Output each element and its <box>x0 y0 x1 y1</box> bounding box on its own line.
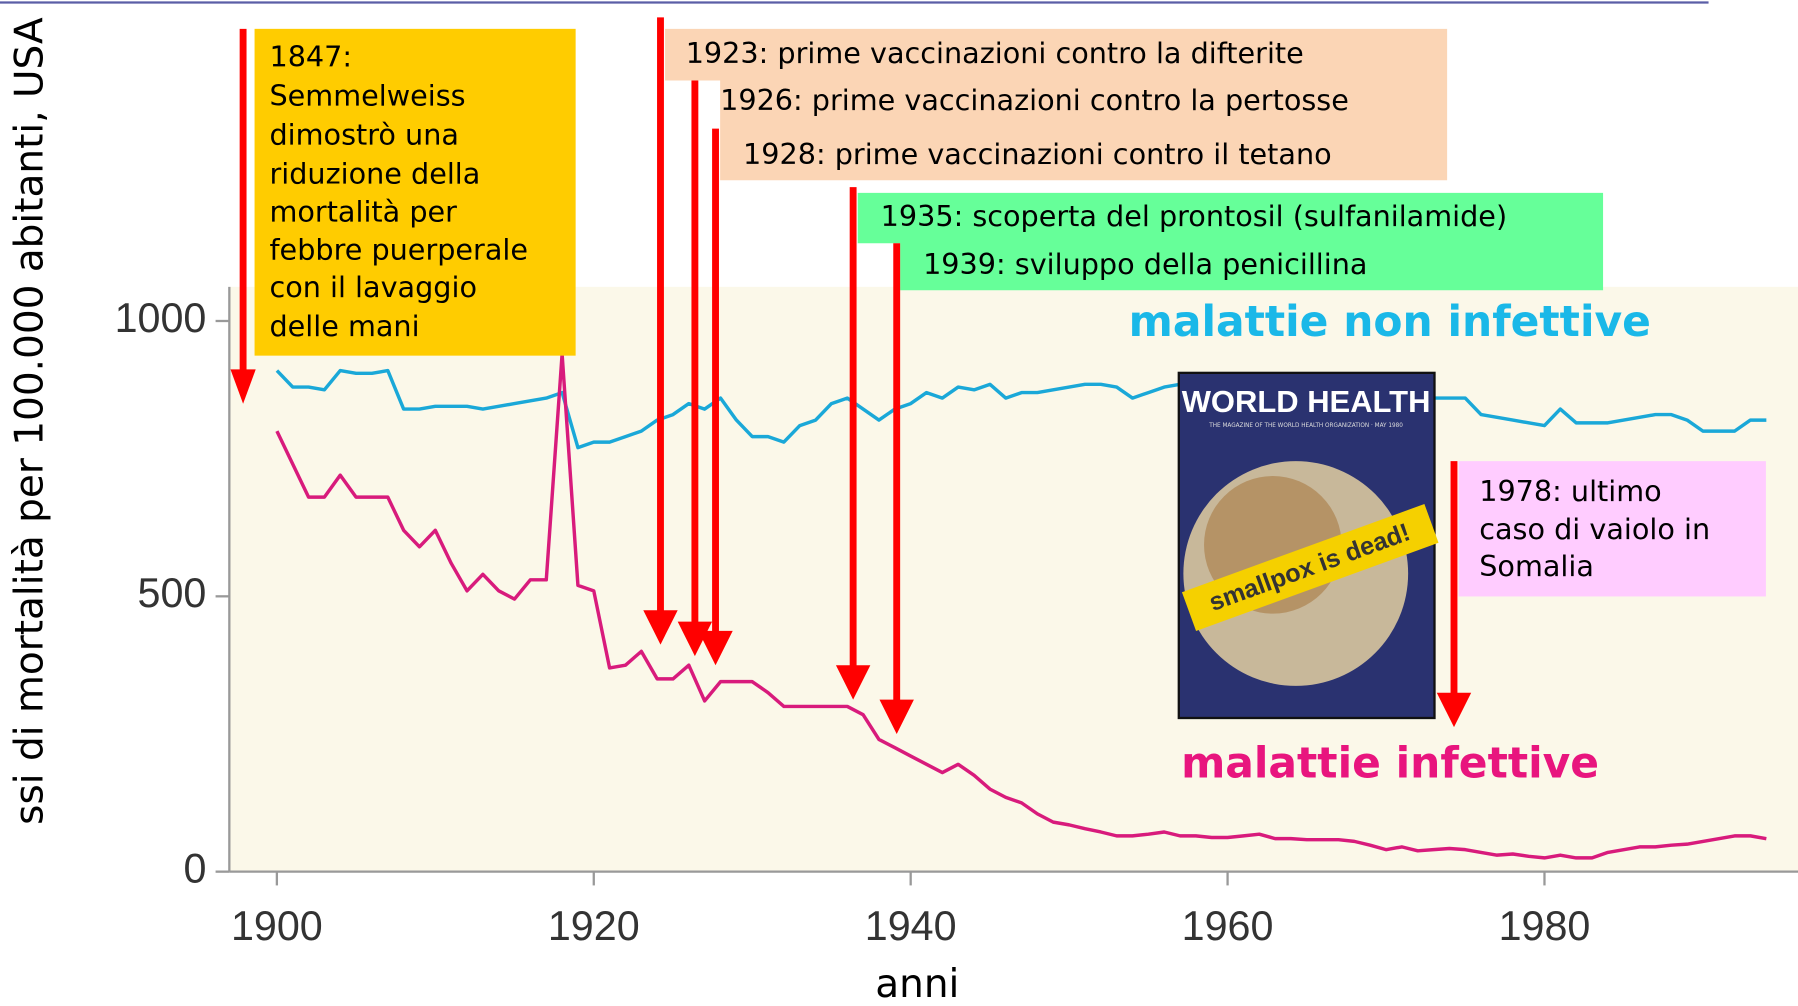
x-axis-label: anni <box>875 962 959 1006</box>
arrow-head <box>230 369 256 404</box>
annotation-box <box>254 28 576 356</box>
y-axis-label: ssi di mortalità per 100.000 abitanti, U… <box>8 17 53 825</box>
cover-title: WORLD HEALTH <box>1182 384 1431 419</box>
annotation-box <box>857 192 1604 291</box>
arrows <box>230 17 1472 735</box>
annotation-text: mortalità per <box>269 194 457 228</box>
annotation-text: 1935: scoperta del prontosil (sulfanilam… <box>881 199 1507 233</box>
y-tick-label: 1000 <box>115 295 207 341</box>
arrow-head <box>677 621 713 657</box>
x-tick-label: 1980 <box>1499 903 1591 949</box>
annotation-text: delle mani <box>269 309 419 343</box>
x-tick-label: 1900 <box>231 903 323 949</box>
series-label: malattie infettive <box>1181 740 1599 789</box>
annotation-text: 1847: <box>269 40 352 74</box>
annotation: 1847: Semmelweiss dimostrò una riduzione… <box>269 36 1710 583</box>
series-line <box>275 368 1767 450</box>
x-tick-label: 1940 <box>865 903 957 949</box>
annotation-text: 1923: prime vaccinazioni contro la difte… <box>686 36 1304 70</box>
annotation-text: Somalia <box>1479 549 1594 583</box>
y-tick-label: 0 <box>183 846 206 892</box>
annotation-box <box>1458 461 1766 597</box>
annotation-text: caso di vaiolo in <box>1479 512 1710 546</box>
annotation-text: Semmelweiss <box>269 79 465 113</box>
x-tick-label: 1920 <box>548 903 640 949</box>
x-tick-label: 1960 <box>1182 903 1274 949</box>
annotation-text: 1928: prime vaccinazioni contro il tetan… <box>743 137 1332 171</box>
series-line <box>275 352 1767 860</box>
magazine-cover: WORLD HEALTH THE MAGAZINE OF THE WORLD H… <box>1177 371 1439 720</box>
annotation-text: con il lavaggio <box>269 270 477 304</box>
annotation-box <box>665 28 1448 181</box>
annotation-text: 1978: ultimo <box>1479 474 1661 508</box>
cover-banner <box>1181 503 1439 632</box>
arrow-head <box>643 610 678 645</box>
annotation-text: 1926: prime vaccinazioni contro la perto… <box>720 83 1349 117</box>
arrow-head <box>835 665 871 700</box>
annotation-text: riduzione della <box>269 157 480 191</box>
annotation-text: dimostrò una <box>269 118 458 152</box>
arrow-head <box>698 630 733 666</box>
cover-subtitle: THE MAGAZINE OF THE WORLD HEALTH ORGANIZ… <box>1208 423 1403 429</box>
y-tick-label: 500 <box>138 570 207 616</box>
series-label: malattie non infettive <box>1129 298 1651 347</box>
annotation-text: 1939: sviluppo della penicillina <box>923 247 1367 281</box>
arrow-head <box>1436 692 1472 728</box>
annotation-text: febbre puerperale <box>269 232 528 266</box>
arrow-head <box>879 699 914 735</box>
